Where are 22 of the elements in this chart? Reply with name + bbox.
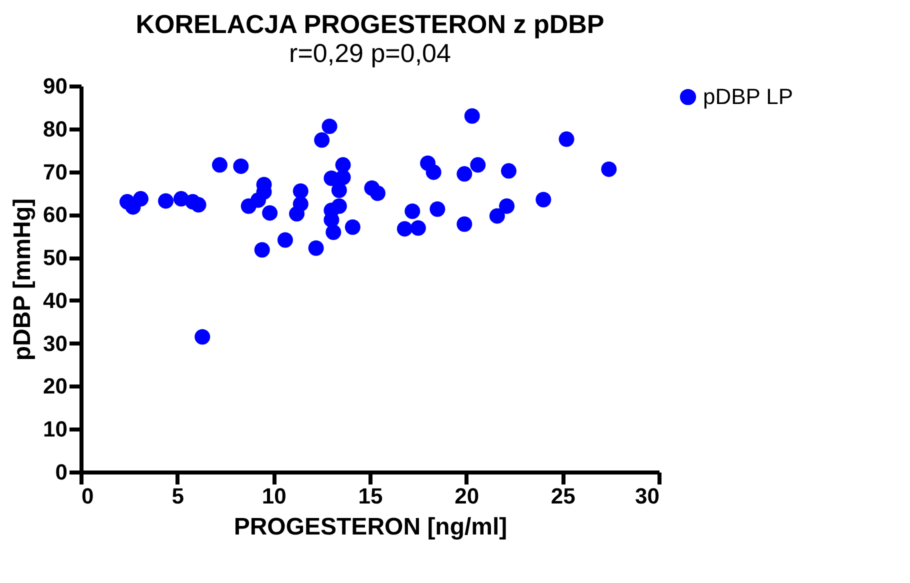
- x-axis-title: PROGESTERON [ng/ml]: [234, 514, 508, 540]
- x-tick-label: 20: [454, 484, 480, 508]
- y-tick-label: 20: [43, 374, 68, 399]
- x-tick-label: 30: [635, 484, 660, 508]
- y-tick-label: 90: [43, 74, 68, 98]
- y-axis-title: pDBP [mmHg]: [9, 198, 36, 361]
- y-tick-label: 50: [43, 245, 68, 270]
- chart-subtitle: r=0,29 p=0,04: [289, 38, 451, 68]
- x-tick-label: 10: [262, 484, 286, 508]
- y-tick-label: 80: [43, 116, 68, 142]
- x-tick-label: 0: [82, 484, 94, 508]
- y-tick-label: 60: [43, 202, 68, 228]
- y-tick-label: 10: [43, 416, 68, 442]
- y-tick-label: 0: [55, 460, 68, 484]
- chart-title: KORELACJA PROGESTERON z pDBP: [136, 9, 604, 39]
- x-tick-label: 25: [550, 484, 576, 508]
- y-tick-label: 40: [43, 288, 68, 313]
- legend-label: pDBP LP: [703, 84, 794, 109]
- y-tick-label: 30: [43, 330, 68, 356]
- y-tick-label: 70: [43, 159, 68, 184]
- x-tick-label: 5: [172, 484, 184, 508]
- x-tick-label: 15: [358, 484, 383, 508]
